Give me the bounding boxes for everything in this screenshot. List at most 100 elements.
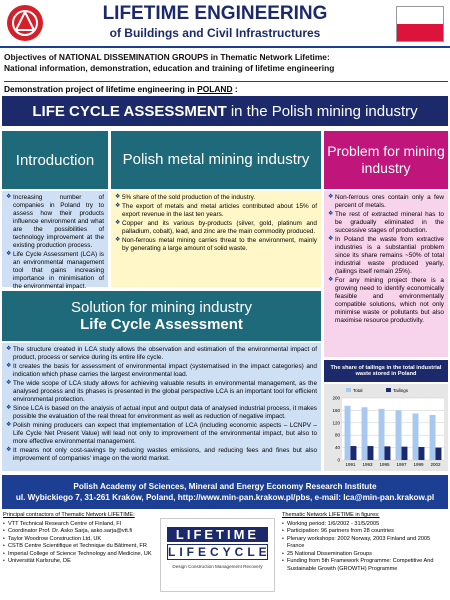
- bar: [395, 410, 402, 460]
- bullet-item: Since LCA is based on the analysis of ac…: [6, 405, 317, 421]
- bar: [418, 446, 425, 460]
- legend-swatch: [386, 388, 391, 392]
- demo: Demonstration project of lifetime engine…: [4, 81, 448, 94]
- y-tick-label: 40: [335, 445, 341, 450]
- bullet-item: Polish mining producers can expect that …: [6, 422, 317, 446]
- banner-bold: LIFE CYCLE ASSESSMENT: [32, 102, 227, 120]
- y-tick-label: 200: [332, 396, 340, 401]
- plot-area: [342, 398, 444, 460]
- chart: 0 40 80 120 160 200 Total Tailings 1991 1993 1995 1…: [324, 384, 448, 471]
- bullet-item: VTT Technical Research Centre of Finland…: [3, 521, 153, 529]
- footer-line: Polish Academy of Sciences, Mineral and …: [73, 481, 377, 491]
- y-tick-label: 80: [335, 433, 341, 438]
- bullet-item: It means not only cost-savings by reduci…: [6, 447, 317, 463]
- bar: [435, 447, 442, 460]
- bullet-list: 5% share of the sold production of the i…: [115, 194, 317, 253]
- bar: [361, 407, 368, 460]
- lifetime-logo: LIFETIME LIFECYCLE Design Construction M…: [160, 518, 275, 592]
- logo-mark: [7, 5, 43, 41]
- bar: [412, 413, 419, 460]
- mining-panel: 5% share of the sold production of the i…: [111, 191, 321, 287]
- intro-heading: Introduction: [2, 131, 108, 189]
- bar: [401, 446, 408, 460]
- bullet-list: The structure created in LCA study allow…: [6, 346, 317, 463]
- mining-heading: Polish metal mining industry: [111, 131, 321, 189]
- title: LIFETIME ENGINEERING: [102, 3, 328, 24]
- bullet-item: Non-ferrous ores contain only a few perc…: [328, 194, 444, 210]
- solution-heading: Solution for mining industry Life Cycle …: [2, 291, 321, 341]
- bar: [384, 446, 391, 460]
- bullet-item: The export of metals and metal articles …: [115, 203, 317, 219]
- y-tick-label: 0: [337, 458, 340, 463]
- bullet-item: The wide scope of LCA study allows for a…: [6, 380, 317, 404]
- objectives-line: National information, demonstration, edu…: [4, 63, 335, 74]
- footer: Polish Academy of Sciences, Mineral and …: [2, 475, 448, 509]
- contractors: Principal contractors of Thematic Networ…: [3, 512, 153, 566]
- intro-panel: Increasing number of companies in Poland…: [2, 191, 108, 290]
- bullet-item: Increasing number of companies in Poland…: [6, 194, 104, 250]
- subtitle: of Buildings and Civil Infrastructures: [109, 26, 321, 40]
- bullet-item: Plenary workshops: 2002 Norway, 2003 Fin…: [282, 536, 448, 551]
- figures-heading: Thematic Network LIFETIME in figures:: [282, 512, 380, 518]
- x-tick-label: 1999: [413, 462, 424, 467]
- chart-title: The share of tailings in the total indus…: [324, 360, 448, 382]
- solution-title: Solution for mining industry: [71, 299, 252, 316]
- banner: LIFE CYCLE ASSESSMENT in the Polish minin…: [2, 96, 448, 126]
- demo-tail: :: [234, 84, 238, 94]
- bullet-item: CSTB Centre Scientifique et Technique du…: [3, 543, 153, 551]
- header: LIFETIME ENGINEERING of Buildings and Ci…: [0, 0, 450, 48]
- legend-label: Tailings: [393, 388, 409, 393]
- bullet-item: Copper and its various by-products (silv…: [115, 220, 317, 236]
- x-tick-label: 1991: [345, 462, 356, 467]
- bullet-item: Participation: 96 partners from 28 count…: [282, 528, 448, 536]
- bullet-item: Taylor Woodrow Construction Ltd, UK: [3, 536, 153, 544]
- solution-panel: The structure created in LCA study allow…: [2, 343, 321, 471]
- x-tick-label: 1997: [396, 462, 407, 467]
- objectives: Objectives of NATIONAL DISSEMINATION GRO…: [4, 52, 448, 75]
- demo-country: POLAND: [197, 84, 233, 94]
- contractors-heading: Principal contractors of Thematic Networ…: [3, 512, 135, 518]
- bullet-item: Working period: 1/6/2002 - 31/5/2005: [282, 521, 448, 529]
- bar: [344, 405, 351, 460]
- demo-lead: Demonstration project of lifetime engine…: [4, 84, 195, 94]
- figures: Thematic Network LIFETIME in figures: Wo…: [282, 512, 448, 573]
- y-tick-label: 120: [332, 420, 340, 425]
- problem-panel: Non-ferrous ores contain only a few perc…: [324, 191, 448, 357]
- bullet-item: Universität Karlsruhe, DE: [3, 558, 153, 566]
- x-tick-label: 1995: [379, 462, 390, 467]
- bullet-item: It creates the basis for assessment of e…: [6, 363, 317, 379]
- legend-label: Total: [353, 388, 363, 393]
- logo-top: LIFETIME: [167, 527, 268, 542]
- y-tick-label: 160: [332, 408, 340, 413]
- logo-bottom: LIFECYCLE: [167, 544, 271, 560]
- logo-tagline: Design Construction Management Recovery: [172, 564, 263, 569]
- bullet-item: Life Cycle Assessment (LCA) is an enviro…: [6, 251, 104, 291]
- footer-line: ul. Wybickiego 7, 31-261 Kraków, Poland,…: [15, 493, 435, 502]
- bullet-item: Imperial College of Science Technology a…: [3, 551, 153, 559]
- bullet-item: 5% share of the sold production of the i…: [115, 194, 317, 202]
- x-tick-label: 2002: [430, 462, 441, 467]
- x-tick-label: 1993: [362, 462, 373, 467]
- bar: [378, 408, 385, 460]
- bullet-list: Increasing number of companies in Poland…: [6, 194, 104, 291]
- bullet-item: Non-ferrous metal mining carries threat …: [115, 237, 317, 253]
- bullet-item: 25 National Dissemination Groups: [282, 551, 448, 559]
- bullet-item: The structure created in LCA study allow…: [6, 346, 317, 362]
- bar: [367, 446, 374, 460]
- flag: [396, 6, 444, 42]
- objectives-line: Objectives of NATIONAL DISSEMINATION GRO…: [4, 52, 330, 62]
- bullet-list: Working period: 1/6/2002 - 31/5/2005Part…: [282, 521, 448, 574]
- problem-heading: Problem for mining industry: [324, 131, 448, 189]
- bullet-item: In Poland the waste from extractive indu…: [328, 236, 444, 276]
- bullet-list: Non-ferrous ores contain only a few perc…: [328, 194, 444, 325]
- bullet-list: VTT Technical Research Centre of Finland…: [3, 521, 153, 566]
- bullet-item: Funding from 5th Framework Programme: Co…: [282, 558, 448, 573]
- bullet-item: The rest of extracted mineral has to be …: [328, 211, 444, 235]
- bullet-item: For any mining project there is a growin…: [328, 277, 444, 325]
- bar: [429, 415, 436, 460]
- bar: [350, 446, 357, 460]
- solution-subtitle: Life Cycle Assessment: [80, 316, 243, 333]
- banner-rest: in the Polish mining industry: [230, 102, 418, 120]
- legend-swatch: [346, 388, 351, 392]
